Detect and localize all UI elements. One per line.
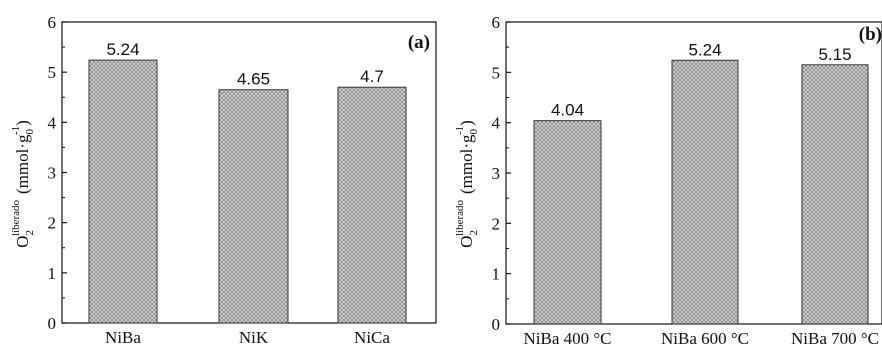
bar-1 bbox=[533, 120, 602, 325]
data-label: 5.15 bbox=[818, 45, 851, 64]
ylabel-unit-sup: -1 bbox=[454, 126, 466, 135]
ylabel-unit-sub: 0 bbox=[24, 129, 36, 135]
ylabel-sub: 2 bbox=[24, 230, 36, 236]
y-tick-label: 4 bbox=[48, 113, 57, 132]
ylabel-sub: 2 bbox=[468, 230, 480, 236]
x-tick-label: NiCa bbox=[354, 328, 390, 347]
svg-text:O2liberado(mmol·g0-1): O2liberado (mmol·g0-1) bbox=[10, 120, 36, 248]
ylabel-unit-open: (mmol·g bbox=[457, 134, 476, 194]
panel-label: (b) bbox=[859, 24, 882, 45]
y-tick-label: 0 bbox=[492, 315, 501, 334]
y-tick-label: 1 bbox=[48, 264, 57, 283]
svg-text:O2liberado(mmol·g0-1): O2liberado (mmol·g0-1) bbox=[454, 120, 480, 248]
y-tick-label: 0 bbox=[48, 314, 57, 333]
ylabel-base: O bbox=[13, 236, 32, 248]
ylabel-unit-open: (mmol·g bbox=[13, 134, 32, 194]
y-tick-label: 1 bbox=[492, 265, 501, 284]
y-tick-label: 5 bbox=[492, 63, 501, 82]
panel-label: (a) bbox=[408, 32, 430, 53]
y-tick-label: 4 bbox=[492, 114, 501, 133]
y-tick-label: 6 bbox=[48, 13, 57, 32]
ylabel-unit-sup: -1 bbox=[10, 126, 22, 135]
data-label: 4.04 bbox=[551, 101, 584, 120]
bar-3 bbox=[801, 64, 869, 325]
ylabel-unit-close: ) bbox=[457, 120, 476, 126]
ylabel-base: O bbox=[457, 236, 476, 248]
y-tick-label: 3 bbox=[48, 164, 57, 183]
bar-2 bbox=[671, 59, 739, 325]
ylabel-sup: liberado bbox=[10, 200, 22, 237]
x-tick-label: NiBa 600 °C bbox=[661, 329, 749, 348]
x-tick-label: NiBa bbox=[105, 328, 141, 347]
bar-1 bbox=[88, 59, 158, 324]
data-label: 5.24 bbox=[106, 40, 139, 59]
data-label: 4.65 bbox=[237, 70, 270, 89]
x-tick-label: NiK bbox=[239, 328, 269, 347]
ylabel-unit-sub: 0 bbox=[468, 129, 480, 135]
bar-2 bbox=[218, 89, 289, 324]
data-label: 5.24 bbox=[688, 40, 721, 59]
ylabel-unit-close: ) bbox=[13, 120, 32, 126]
ylabel-sup: liberado bbox=[454, 200, 466, 237]
panel-b: 0 1 2 3 4 5 6 4.04 NiBa 400 °C 5.24 NiBa 600 °C 5.… bbox=[454, 13, 882, 348]
y-tick-label: 6 bbox=[492, 13, 501, 32]
y-axis-label: O2liberado (mmol·g0-1) bbox=[454, 120, 480, 248]
data-label: 4.7 bbox=[360, 67, 384, 86]
x-tick-label: NiBa 700 °C bbox=[791, 329, 879, 348]
x-tick-label: NiBa 400 °C bbox=[523, 329, 611, 348]
y-tick-label: 3 bbox=[492, 164, 501, 183]
bar-3 bbox=[337, 86, 407, 324]
y-axis-label: O2liberado (mmol·g0-1) bbox=[10, 120, 36, 248]
y-tick-label: 2 bbox=[492, 214, 501, 233]
y-tick-label: 5 bbox=[48, 63, 57, 82]
y-tick-label: 2 bbox=[48, 214, 57, 233]
